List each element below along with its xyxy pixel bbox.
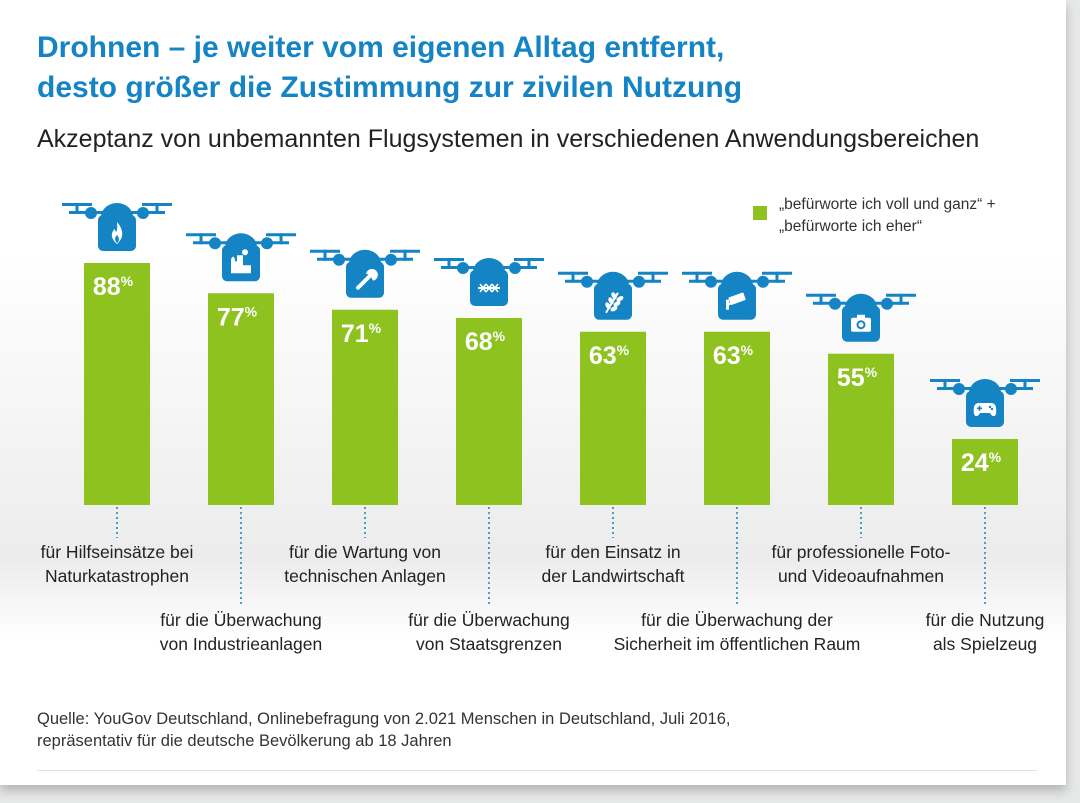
bottom-divider [37, 770, 1037, 771]
bar [952, 439, 1018, 505]
legend-swatch [753, 206, 767, 220]
category-label: für Hilfseinsätze bei Naturkatastrophen [41, 542, 194, 586]
bar [332, 309, 398, 505]
barbed-wire-icon [478, 283, 500, 293]
cctv-camera-icon [726, 292, 746, 310]
category-label: für die Überwachung der Sicherheit im öff… [614, 610, 861, 654]
drone-icon [558, 271, 668, 320]
bar [84, 263, 150, 505]
bar-chart: 88%für Hilfseinsätze bei Naturkatastrophe… [41, 203, 1045, 654]
legend-line-2: „befürworte ich eher“ [779, 218, 923, 235]
drone-icon [682, 271, 792, 320]
wheat-icon [605, 292, 624, 314]
source-line-2: repräsentativ für die deutsche Bevölkeru… [37, 732, 452, 750]
title-line-1: Drohnen – je weiter vom eigenen Alltag e… [37, 31, 725, 64]
drone-icon [806, 293, 916, 342]
source-line-1: Quelle: YouGov Deutschland, Onlinebefrag… [37, 710, 731, 728]
page-title: Drohnen – je weiter vom eigenen Alltag e… [37, 28, 1037, 108]
category-label: für die Nutzung als Spielzeug [926, 610, 1045, 654]
category-label: für den Einsatz in der Landwirtschaft [542, 542, 685, 586]
bar [828, 353, 894, 505]
drone-icon [930, 379, 1040, 427]
page-subtitle: Akzeptanz von unbemannten Flugsystemen i… [37, 125, 980, 153]
bar [704, 331, 770, 505]
category-label: für professionelle Foto-und Videoaufnahm… [772, 542, 951, 586]
infographic-card: Drohnen – je weiter vom eigenen Alltag e… [0, 0, 1066, 785]
photo-camera-icon [851, 314, 871, 332]
fire-icon [111, 222, 123, 244]
source-note: Quelle: YouGov Deutschland, Onlinebefrag… [37, 708, 937, 752]
category-label: für die Überwachung von Industrieanlagen [160, 610, 322, 654]
bar-value-label: 77% [217, 303, 258, 331]
drone-icon [62, 203, 172, 251]
drone-icon [186, 233, 296, 282]
bar-value-label: 55% [837, 364, 878, 392]
drone-icon [310, 249, 420, 298]
legend-label: „befürworte ich voll und ganz“ + „befürw… [779, 194, 1059, 238]
bar [208, 293, 274, 505]
title-line-2: desto größer die Zustimmung zur zivilen … [37, 71, 743, 104]
gamepad-icon [973, 403, 997, 417]
drone-icon [434, 258, 544, 306]
wrench-icon [356, 268, 378, 290]
legend-line-1: „befürworte ich voll und ganz“ + [779, 196, 996, 213]
category-label: für die Wartung von technischen Anlagen [284, 542, 446, 586]
bar [456, 318, 522, 505]
category-label: für die Überwachung von Staatsgrenzen [408, 610, 569, 654]
bar [580, 331, 646, 505]
factory-icon [231, 249, 251, 274]
